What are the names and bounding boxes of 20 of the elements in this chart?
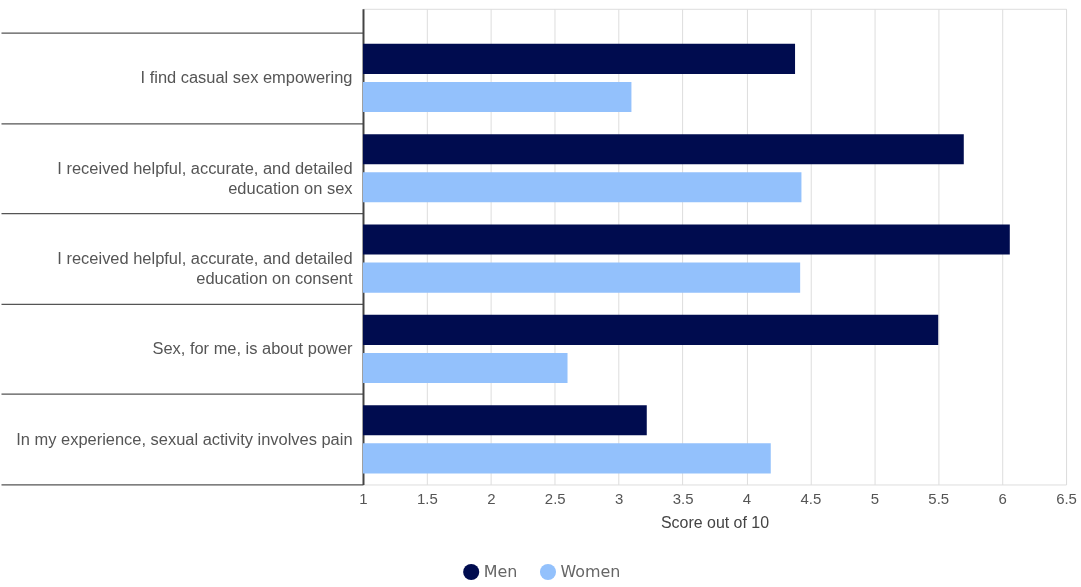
x-tick-label: 5 — [870, 489, 879, 507]
x-tick-label: 1.5 — [417, 489, 438, 507]
legend-label: Men — [483, 561, 518, 581]
x-tick-label: 3.5 — [672, 489, 694, 507]
x-axis-title: Score out of 10 — [660, 513, 770, 531]
y-tick-label: Sex, for me, is about power — [152, 339, 354, 358]
x-tick-label: 5.5 — [928, 489, 950, 507]
y-tick-label: I received helpful, accurate, and detailed education on sex — [57, 158, 354, 197]
x-tick-label: 3 — [614, 489, 624, 507]
x-tick-label: 2.5 — [544, 489, 566, 507]
legend-label: Women — [560, 561, 621, 581]
y-tick-label: I find casual sex empowering — [140, 68, 353, 87]
y-tick-label: In my experience, sexual activity involves pain — [16, 429, 353, 448]
y-tick-label: I received helpful, accurate, and detailed education on consent — [57, 249, 353, 288]
x-tick-label: 2 — [487, 489, 496, 507]
x-tick-label: 6 — [998, 489, 1007, 507]
x-tick-label: 6.5 — [1056, 489, 1077, 507]
x-tick-label: 4 — [742, 489, 752, 507]
x-tick-label: 4.5 — [800, 489, 822, 507]
x-tick-label: 1 — [359, 489, 368, 507]
